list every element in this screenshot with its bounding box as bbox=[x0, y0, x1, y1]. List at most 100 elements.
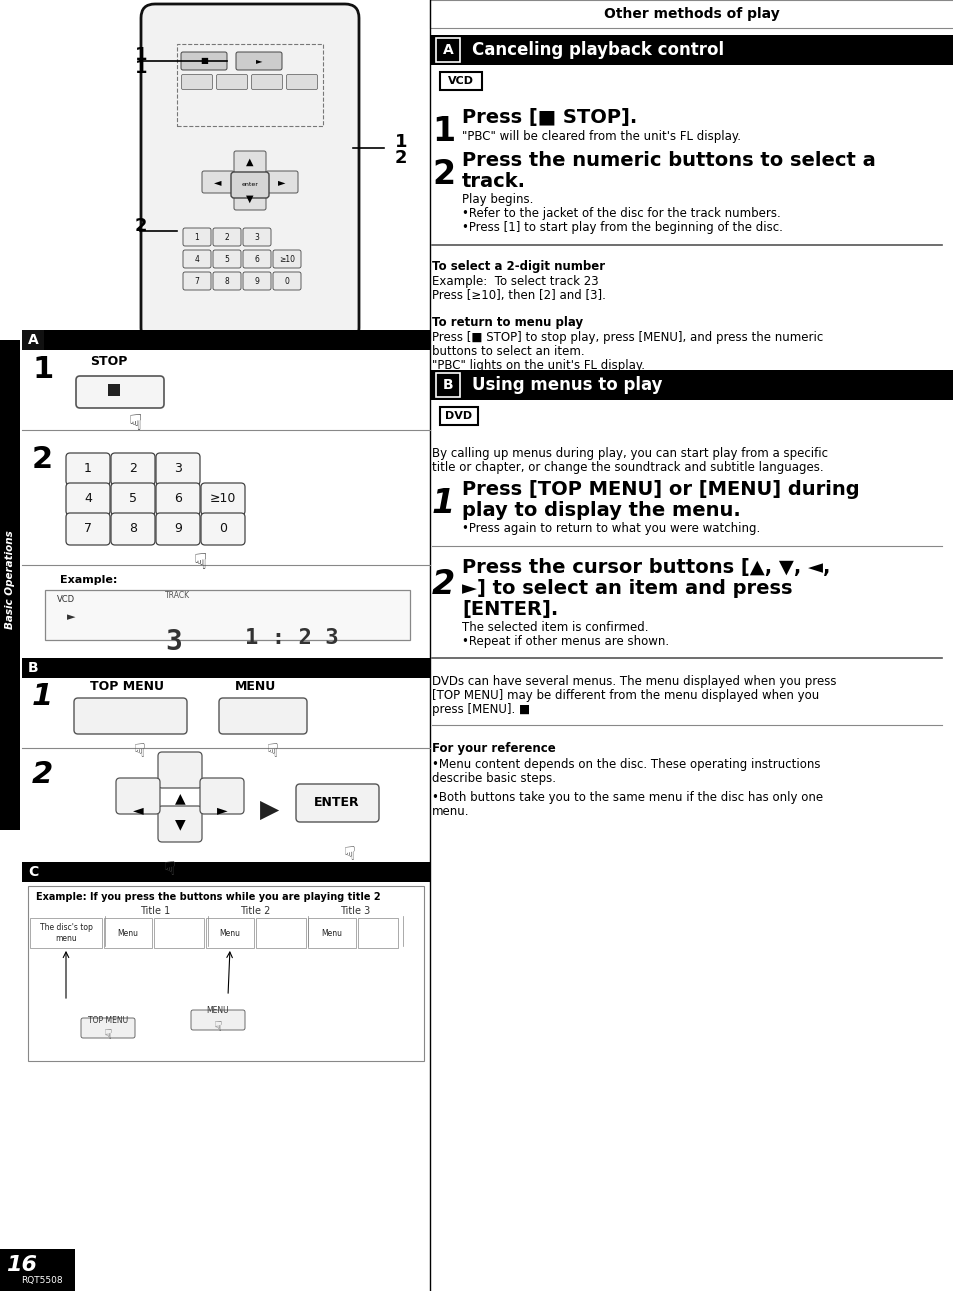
Text: 0: 0 bbox=[219, 523, 227, 536]
Text: 4: 4 bbox=[194, 254, 199, 263]
Bar bbox=[439, 407, 477, 425]
Text: Menu: Menu bbox=[321, 928, 342, 937]
Text: 2: 2 bbox=[224, 232, 229, 241]
Text: •Both buttons take you to the same menu if the disc has only one: •Both buttons take you to the same menu … bbox=[432, 791, 822, 804]
FancyBboxPatch shape bbox=[183, 229, 211, 247]
Text: DVD: DVD bbox=[445, 411, 472, 421]
Bar bbox=[22, 330, 430, 350]
FancyBboxPatch shape bbox=[216, 75, 247, 89]
Text: To return to menu play: To return to menu play bbox=[432, 316, 582, 329]
Text: 2: 2 bbox=[432, 568, 455, 602]
Text: ►: ► bbox=[67, 612, 75, 622]
Bar bbox=[45, 590, 410, 640]
Text: ☟: ☟ bbox=[213, 1020, 222, 1034]
Text: TRACK: TRACK bbox=[165, 591, 190, 600]
FancyBboxPatch shape bbox=[66, 453, 110, 485]
Text: [TOP MENU] may be different from the menu displayed when you: [TOP MENU] may be different from the men… bbox=[432, 689, 819, 702]
FancyBboxPatch shape bbox=[141, 4, 358, 342]
Bar bbox=[436, 37, 459, 62]
Text: ►: ► bbox=[278, 177, 286, 187]
Text: Press [■ STOP] to stop play, press [MENU], and press the numeric: Press [■ STOP] to stop play, press [MENU… bbox=[432, 330, 822, 343]
Text: •Menu content depends on the disc. These operating instructions: •Menu content depends on the disc. These… bbox=[432, 758, 820, 771]
Text: ▼: ▼ bbox=[246, 194, 253, 204]
Bar bbox=[22, 330, 44, 350]
Text: ENTER: ENTER bbox=[314, 797, 359, 809]
FancyBboxPatch shape bbox=[81, 1019, 135, 1038]
Text: Example:: Example: bbox=[60, 574, 117, 585]
Text: STOP: STOP bbox=[90, 355, 128, 368]
Text: ≥10: ≥10 bbox=[210, 492, 236, 506]
Text: DVDs can have several menus. The menu displayed when you press: DVDs can have several menus. The menu di… bbox=[432, 675, 836, 688]
Text: ▲: ▲ bbox=[246, 158, 253, 167]
Text: •Repeat if other menus are shown.: •Repeat if other menus are shown. bbox=[461, 635, 668, 648]
FancyBboxPatch shape bbox=[219, 698, 307, 735]
FancyBboxPatch shape bbox=[74, 698, 187, 735]
Text: enter: enter bbox=[241, 182, 258, 187]
Text: 1: 1 bbox=[32, 682, 53, 711]
Text: ☟: ☟ bbox=[164, 860, 175, 879]
Bar bbox=[206, 918, 253, 948]
Text: The disc's top
menu: The disc's top menu bbox=[39, 923, 92, 942]
Text: •Press again to return to what you were watching.: •Press again to return to what you were … bbox=[461, 522, 760, 534]
Bar bbox=[30, 918, 102, 948]
Text: 2: 2 bbox=[395, 148, 407, 167]
Bar bbox=[153, 918, 204, 948]
Text: ◄: ◄ bbox=[214, 177, 221, 187]
Text: 2: 2 bbox=[134, 217, 147, 235]
Text: 1: 1 bbox=[432, 115, 455, 148]
FancyBboxPatch shape bbox=[158, 751, 202, 788]
FancyBboxPatch shape bbox=[66, 483, 110, 515]
Text: track.: track. bbox=[461, 172, 525, 191]
FancyBboxPatch shape bbox=[213, 250, 241, 269]
Text: 1: 1 bbox=[432, 487, 455, 520]
Text: The selected item is confirmed.: The selected item is confirmed. bbox=[461, 621, 648, 634]
Bar bbox=[28, 886, 423, 1061]
FancyBboxPatch shape bbox=[158, 806, 202, 842]
Text: Title 3: Title 3 bbox=[339, 906, 370, 917]
Text: 8: 8 bbox=[129, 523, 137, 536]
Text: 1: 1 bbox=[84, 462, 91, 475]
Text: Press [■ STOP].: Press [■ STOP]. bbox=[461, 108, 637, 127]
Bar bbox=[22, 862, 430, 882]
Text: 2: 2 bbox=[432, 158, 455, 191]
Text: To select a 2-digit number: To select a 2-digit number bbox=[432, 259, 604, 272]
FancyBboxPatch shape bbox=[213, 272, 241, 290]
FancyBboxPatch shape bbox=[235, 52, 282, 70]
Text: ■: ■ bbox=[200, 57, 208, 66]
Text: 3: 3 bbox=[173, 462, 182, 475]
Text: Menu: Menu bbox=[117, 928, 138, 937]
Text: C: C bbox=[28, 865, 38, 879]
Text: 0: 0 bbox=[284, 276, 289, 285]
Text: ▼: ▼ bbox=[174, 817, 185, 831]
Text: Example:  To select track 23: Example: To select track 23 bbox=[432, 275, 598, 288]
FancyBboxPatch shape bbox=[200, 778, 244, 815]
Text: 3: 3 bbox=[254, 232, 259, 241]
Text: ≥10: ≥10 bbox=[278, 254, 294, 263]
Text: Press the cursor buttons [▲, ▼, ◄,: Press the cursor buttons [▲, ▼, ◄, bbox=[461, 558, 829, 577]
Text: title or chapter, or change the soundtrack and subtitle languages.: title or chapter, or change the soundtra… bbox=[432, 461, 822, 474]
Text: ►: ► bbox=[255, 57, 262, 66]
Text: MENU: MENU bbox=[207, 1006, 229, 1015]
Bar bbox=[104, 918, 152, 948]
Text: RQT5508: RQT5508 bbox=[21, 1276, 63, 1285]
Text: Example: If you press the buttons while you are playing title 2: Example: If you press the buttons while … bbox=[36, 892, 380, 902]
FancyBboxPatch shape bbox=[111, 453, 154, 485]
Text: ☟: ☟ bbox=[104, 1028, 112, 1042]
Text: MENU: MENU bbox=[234, 680, 276, 693]
FancyBboxPatch shape bbox=[111, 483, 154, 515]
Text: describe basic steps.: describe basic steps. bbox=[432, 772, 556, 785]
Text: For your reference: For your reference bbox=[432, 742, 556, 755]
Text: TOP MENU: TOP MENU bbox=[90, 680, 164, 693]
FancyBboxPatch shape bbox=[183, 272, 211, 290]
FancyBboxPatch shape bbox=[202, 170, 233, 192]
Text: A: A bbox=[442, 43, 453, 57]
FancyBboxPatch shape bbox=[243, 229, 271, 247]
FancyBboxPatch shape bbox=[156, 483, 200, 515]
FancyBboxPatch shape bbox=[243, 250, 271, 269]
Bar bbox=[0, 1248, 75, 1291]
Text: B: B bbox=[442, 378, 453, 392]
Text: 1: 1 bbox=[32, 355, 53, 383]
FancyBboxPatch shape bbox=[295, 784, 378, 822]
Text: Using menus to play: Using menus to play bbox=[472, 376, 661, 394]
Bar bbox=[177, 44, 323, 127]
